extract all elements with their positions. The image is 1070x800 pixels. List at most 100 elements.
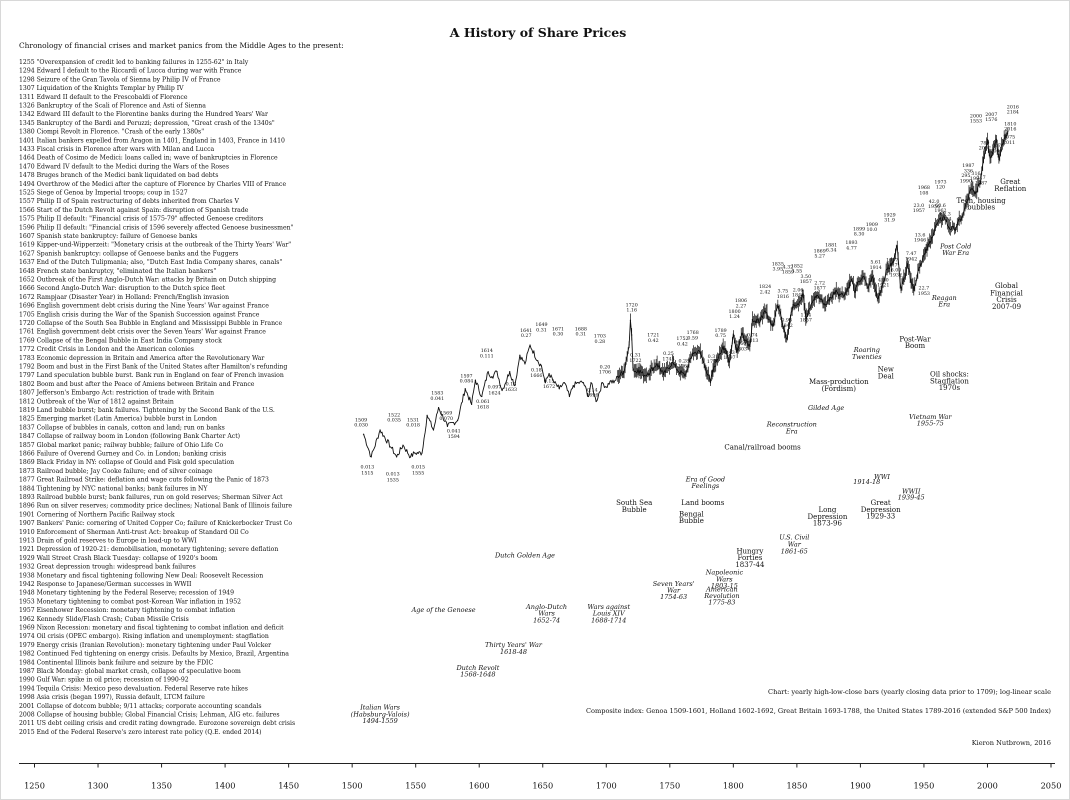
period-annotation: Twenties <box>852 353 882 361</box>
data-point <box>631 334 633 336</box>
value-label: 1806 <box>735 298 747 304</box>
data-point <box>718 353 720 355</box>
data-point <box>582 382 585 384</box>
value-label: 1075 <box>1003 135 1015 141</box>
data-point <box>362 433 365 435</box>
value-label: 295 <box>961 173 970 179</box>
event-item: 1994 Tequila Crisis: Mexico peso devalua… <box>19 685 248 692</box>
data-point <box>802 293 804 295</box>
value-label: 1813 <box>746 338 758 344</box>
value-label: 1946 <box>914 238 926 244</box>
event-item: 1345 Bankruptcy of the Bardi and Peruzzi… <box>19 120 275 127</box>
value-label: 1515 <box>361 471 373 477</box>
period-annotation: WWII <box>902 487 921 495</box>
data-point <box>886 268 888 270</box>
event-item: 1974 Oil crisis (OPEC embargo). Rising i… <box>19 633 269 640</box>
value-label: 1509 <box>355 417 367 423</box>
x-tick-label: 1400 <box>215 781 236 791</box>
event-item: 1401 Italian bankers expelled from Arago… <box>19 137 285 144</box>
data-point <box>413 452 416 454</box>
data-point <box>524 363 526 365</box>
event-item: 1342 Edward III default to the Florentin… <box>19 111 268 118</box>
data-point <box>877 298 879 300</box>
period-annotation: 1861-65 <box>781 548 808 556</box>
data-point <box>824 304 826 306</box>
event-item: 1652 Outbreak of the First Anglo-Dutch W… <box>19 277 276 284</box>
data-point <box>684 374 686 377</box>
value-label: 1614 <box>481 348 493 354</box>
period-annotation: Revolution <box>703 592 739 600</box>
event-item: 1433 Fiscal crisis in Florence after war… <box>19 146 215 153</box>
x-tick-label: 1700 <box>596 781 617 791</box>
value-label: 4.77 <box>846 246 857 252</box>
value-label: 1994 <box>970 176 982 182</box>
data-point <box>761 317 764 319</box>
period-annotation: Great <box>871 499 891 507</box>
data-point <box>736 351 738 353</box>
period-annotation: Post-War <box>899 335 931 343</box>
period-annotation: 1754-63 <box>660 593 687 601</box>
period-annotation: Boom <box>905 342 926 350</box>
data-point <box>892 261 895 263</box>
value-label: 1877 <box>814 286 826 292</box>
data-point <box>676 369 679 371</box>
value-label: 0.31 <box>576 331 587 337</box>
data-point <box>491 376 493 378</box>
period-annotation: Reagan <box>931 294 957 302</box>
value-label: 1848 <box>792 292 804 298</box>
value-label: 1800 <box>728 309 740 315</box>
value-label: 1553 <box>970 119 982 125</box>
data-point <box>509 371 511 373</box>
data-point <box>590 382 592 384</box>
period-annotation: 1955-75 <box>917 420 944 428</box>
value-label: 1816 <box>777 294 789 300</box>
data-point <box>487 371 489 373</box>
value-label: 1835 <box>772 262 784 268</box>
data-point <box>471 403 473 405</box>
value-label: 0.75 <box>715 333 726 339</box>
period-annotation: Global <box>995 282 1019 290</box>
data-point <box>647 372 649 375</box>
event-item: 1772 Credit Crisis in London and the Ame… <box>19 346 194 353</box>
period-annotation: WWI <box>874 473 890 481</box>
value-label: 0.96 <box>781 318 792 324</box>
period-annotation: Era of Good <box>685 476 725 484</box>
period-annotation: 1652-74 <box>533 616 560 624</box>
value-label: 0.20 <box>600 364 611 370</box>
event-item: 1619 Kipper-und-Wipperzeit: "Monetary cr… <box>19 242 291 249</box>
value-label: 1968 <box>918 185 930 191</box>
chart-note-author: Kieron Nutbrown, 2016 <box>972 739 1051 747</box>
data-point <box>751 318 754 321</box>
data-point <box>390 447 393 449</box>
value-label: 0.28 <box>595 339 606 345</box>
value-label: 1852 <box>791 263 803 269</box>
data-point <box>628 344 630 346</box>
value-label: 1929 <box>883 212 895 218</box>
data-point <box>741 332 743 334</box>
value-label: 0.030 <box>354 422 368 428</box>
event-item: 1962 Kennedy Slide/Flash Crash; Cuban Mi… <box>19 616 189 623</box>
x-tick-label: 1600 <box>469 781 490 791</box>
value-label: 1987 <box>962 163 974 169</box>
period-annotation: Reflation <box>994 185 1027 193</box>
data-point <box>501 389 503 392</box>
value-label: 1.16 <box>626 308 637 314</box>
value-label: 217 <box>977 175 986 181</box>
value-label: 1721 <box>647 332 659 338</box>
value-label: 0.13 <box>506 382 517 388</box>
value-label: 1803 <box>735 346 747 352</box>
value-label: 0.30 <box>553 331 564 337</box>
event-item: 1792 Boom and bust in the First Bank of … <box>19 364 287 371</box>
value-label: 1641 <box>520 328 532 334</box>
data-point <box>792 303 794 306</box>
value-label: 1990 <box>960 178 972 184</box>
event-item: 2008 Collapse of housing bubble; Global … <box>19 712 280 719</box>
value-label: 5.27 <box>814 254 825 260</box>
data-point <box>777 304 779 306</box>
period-annotation: American <box>705 585 738 593</box>
event-item: 1877 Great Railroad Strike: deflation an… <box>19 477 269 484</box>
event-item: 1648 French state bankruptcy, "eliminate… <box>19 268 216 275</box>
period-annotation: Dutch Revolt <box>455 664 499 672</box>
value-label: 2009 <box>990 148 1002 154</box>
event-item: 1857 Global market panic; railway bubble… <box>19 442 224 449</box>
